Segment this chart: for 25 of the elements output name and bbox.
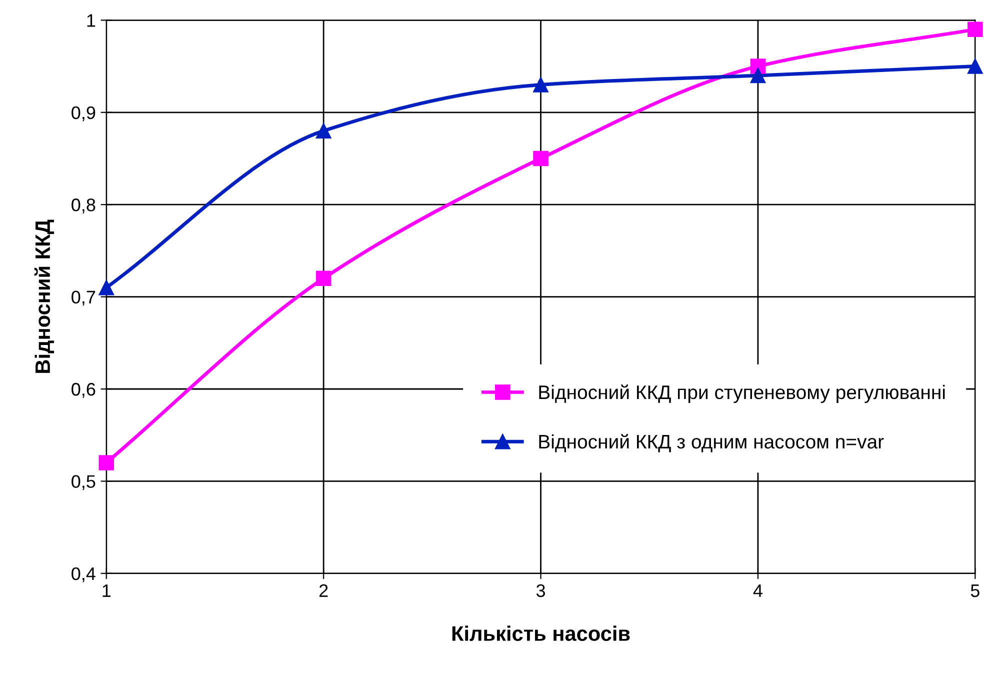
x-tick-label: 3: [536, 584, 545, 598]
point: [750, 68, 766, 84]
point: [316, 270, 332, 286]
y-tick-label: 0,8: [72, 198, 96, 214]
point: [98, 455, 114, 470]
point: [968, 22, 983, 38]
x-tick-label: 1: [102, 584, 111, 597]
y-tick-label: 1: [87, 14, 96, 27]
x-axis-title: Кількість насосів: [452, 626, 630, 641]
point: [533, 77, 548, 92]
legend-label: Відносний ККД при ступеневому регулюванні: [539, 384, 945, 404]
y-axis-title: Відносний ККД: [34, 220, 54, 373]
point: [968, 58, 983, 74]
y-tick-label: 0,5: [72, 475, 96, 490]
x-tick-label: 4: [753, 584, 762, 597]
point: [98, 280, 114, 296]
legend-label: Відносний ККД з одним насосом n=var: [539, 434, 884, 452]
x-tick-label: 5: [970, 584, 980, 598]
point: [316, 123, 332, 138]
point: [533, 150, 548, 166]
y-tick-label: 0,6: [72, 382, 96, 398]
y-tick-label: 0,9: [72, 106, 96, 122]
y-tick-label: 0,7: [72, 290, 96, 306]
x-tick-label: 2: [319, 584, 328, 597]
y-tick-label: 0,4: [72, 567, 96, 582]
